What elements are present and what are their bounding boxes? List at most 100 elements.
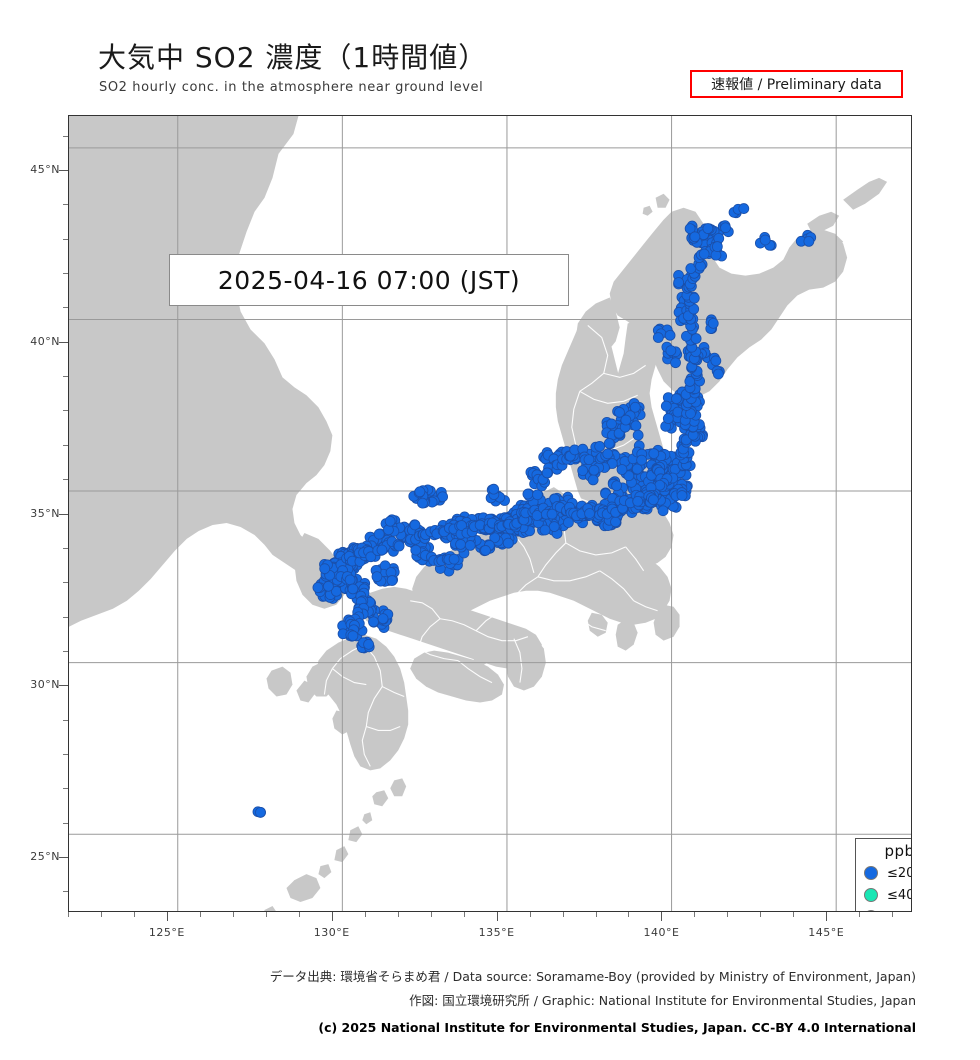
station-dot[interactable] — [410, 544, 422, 556]
y-axis-minor-tick — [63, 273, 68, 275]
station-dot[interactable] — [710, 355, 722, 367]
station-dot[interactable] — [489, 532, 501, 544]
station-dot[interactable] — [698, 248, 710, 260]
station-dot[interactable] — [660, 400, 672, 412]
station-dot[interactable] — [455, 539, 466, 550]
station-dot[interactable] — [376, 544, 388, 556]
station-dot[interactable] — [632, 429, 644, 441]
station-dot[interactable] — [384, 515, 396, 527]
station-dot[interactable] — [255, 806, 266, 818]
station-dot[interactable] — [662, 413, 674, 424]
station-dot[interactable] — [759, 234, 771, 246]
station-dot[interactable] — [539, 524, 551, 536]
station-dot[interactable] — [712, 368, 724, 380]
station-dot[interactable] — [632, 495, 644, 507]
station-dot[interactable] — [602, 448, 614, 460]
station-dot[interactable] — [673, 277, 685, 288]
station-dot[interactable] — [371, 571, 383, 583]
station-dot[interactable] — [386, 575, 398, 586]
station-dot[interactable] — [319, 563, 331, 575]
station-dot[interactable] — [368, 616, 379, 628]
station-dot[interactable] — [464, 540, 476, 551]
station-dot[interactable] — [522, 488, 534, 500]
station-dot[interactable] — [720, 222, 731, 234]
station-dot[interactable] — [344, 574, 356, 586]
station-dot[interactable] — [377, 613, 389, 625]
station-dot[interactable] — [583, 454, 595, 466]
station-dot[interactable] — [606, 418, 617, 430]
station-dot[interactable] — [629, 401, 641, 413]
station-dot[interactable] — [690, 333, 702, 344]
station-dot[interactable] — [681, 330, 692, 342]
station-dot[interactable] — [611, 480, 622, 492]
station-dot[interactable] — [665, 345, 677, 356]
station-dot[interactable] — [588, 464, 600, 476]
station-dot[interactable] — [584, 508, 595, 519]
station-dot[interactable] — [347, 630, 359, 642]
y-axis-tick-mark — [59, 685, 68, 687]
station-dot[interactable] — [312, 582, 324, 593]
station-dot[interactable] — [363, 638, 374, 650]
station-dot[interactable] — [616, 464, 628, 475]
station-dot[interactable] — [803, 235, 815, 247]
station-dot[interactable] — [631, 463, 643, 475]
x-axis-tick-mark — [661, 912, 663, 921]
station-dot[interactable] — [630, 420, 642, 432]
station-dot[interactable] — [365, 551, 377, 563]
station-dot[interactable] — [502, 537, 514, 549]
station-dot[interactable] — [648, 494, 659, 506]
station-dot[interactable] — [636, 454, 648, 466]
station-dot[interactable] — [417, 497, 428, 509]
station-dot[interactable] — [689, 231, 701, 243]
x-axis-minor-tick — [298, 912, 300, 917]
station-dot[interactable] — [414, 486, 426, 498]
station-dot[interactable] — [480, 545, 491, 556]
station-dot[interactable] — [322, 580, 334, 592]
station-dot[interactable] — [671, 393, 682, 405]
station-dots-layer — [252, 203, 817, 818]
station-dot[interactable] — [456, 520, 467, 531]
station-dot[interactable] — [563, 517, 574, 528]
legend-item-label: ≤100 — [887, 910, 911, 912]
station-dot[interactable] — [373, 528, 385, 540]
station-dot[interactable] — [623, 470, 635, 482]
y-axis-tick-mark — [59, 513, 68, 515]
station-dot[interactable] — [541, 467, 553, 479]
station-dot[interactable] — [711, 241, 723, 252]
station-dot[interactable] — [664, 329, 676, 341]
station-dot[interactable] — [707, 317, 719, 329]
station-dot[interactable] — [488, 483, 500, 495]
y-axis-minor-tick — [63, 753, 68, 755]
station-dot[interactable] — [587, 474, 599, 486]
station-dot[interactable] — [614, 406, 625, 418]
station-dot[interactable] — [546, 508, 558, 520]
station-dot[interactable] — [670, 357, 681, 369]
station-dot[interactable] — [652, 332, 664, 343]
station-dot[interactable] — [577, 465, 589, 476]
station-dot[interactable] — [648, 448, 660, 459]
station-dot[interactable] — [532, 489, 543, 501]
station-dot[interactable] — [393, 540, 405, 552]
map-svg — [69, 116, 911, 911]
station-dot[interactable] — [676, 490, 688, 501]
map-canvas[interactable]: 2025-04-16 07:00 (JST) ppb ≤20≤40≤100≤12… — [68, 115, 912, 912]
station-dot[interactable] — [657, 505, 669, 517]
station-dot[interactable] — [620, 414, 632, 426]
station-dot[interactable] — [738, 203, 750, 214]
station-dot[interactable] — [702, 223, 714, 234]
station-dot[interactable] — [448, 553, 460, 565]
legend-item-label: ≤40 — [887, 887, 912, 903]
station-dot[interactable] — [684, 223, 696, 235]
y-axis-minor-tick — [63, 376, 68, 378]
station-dot[interactable] — [409, 519, 421, 531]
station-dot[interactable] — [548, 521, 560, 532]
station-dot[interactable] — [654, 479, 666, 491]
station-dot[interactable] — [594, 440, 606, 452]
y-axis-minor-tick — [63, 479, 68, 481]
station-dot[interactable] — [603, 437, 615, 449]
x-axis-minor-tick — [232, 912, 234, 917]
y-axis-minor-tick — [63, 410, 68, 412]
station-dot[interactable] — [688, 292, 700, 304]
station-dot[interactable] — [347, 583, 359, 595]
station-dot[interactable] — [610, 516, 621, 528]
